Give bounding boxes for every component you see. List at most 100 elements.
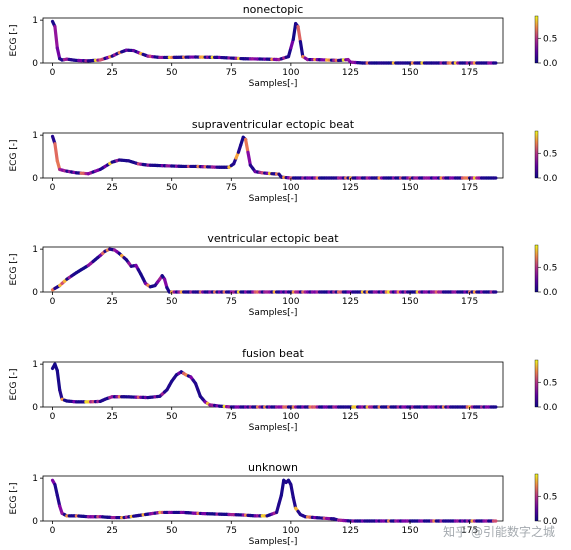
chart-panel-3: ventricular ectopic beat 0 25 50 75 100 125 150…	[9, 232, 558, 318]
x-tick-label: 100	[282, 412, 299, 422]
colorbar-tick-label: 0.0	[543, 59, 558, 69]
x-tick-label: 125	[342, 297, 359, 307]
x-tick-label: 75	[226, 412, 237, 422]
y-axis-label: ECG [-]	[9, 253, 19, 285]
chart-title: supraventricular ectopic beat	[192, 118, 355, 131]
line-segment	[279, 478, 286, 497]
line-segment	[55, 368, 62, 392]
colorbar-tick-label: 0.5	[543, 378, 557, 388]
x-tick-label: 0	[50, 297, 56, 307]
x-tick-label: 75	[226, 68, 237, 78]
line-segment	[291, 21, 298, 42]
colorbar	[534, 359, 539, 408]
x-axis-label: Samples[-]	[249, 537, 298, 547]
y-tick-label: 0	[32, 403, 38, 413]
series-line	[50, 19, 498, 65]
y-tick-label: 0	[32, 59, 38, 69]
y-tick-label: 0	[32, 288, 38, 298]
chart-title: ventricular ectopic beat	[207, 232, 339, 245]
chart-title: fusion beat	[242, 347, 304, 360]
colorbar-tick-label: 0.0	[543, 174, 558, 184]
colorbar-tick-label: 0.0	[543, 403, 558, 413]
series-line	[50, 362, 498, 409]
y-tick-label: 1	[32, 360, 38, 370]
y-tick-label: 0	[32, 517, 38, 527]
y-axis-label: ECG [-]	[9, 139, 19, 171]
line-segment	[53, 482, 59, 497]
x-tick-label: 25	[106, 183, 117, 193]
line-segment	[298, 39, 305, 59]
chart-panel-4: fusion beat 0 25 50 75 100 125 150 175 0 1 Samples[…	[9, 347, 558, 433]
chart-panel-1: nonectopic 0 25 50 75 100 125 150 175 0 1 Samples[-…	[9, 3, 558, 89]
x-tick-label: 100	[282, 68, 299, 78]
series-line	[50, 134, 498, 180]
colorbar	[534, 15, 539, 64]
x-axis-label: Samples[-]	[249, 423, 298, 433]
x-tick-label: 125	[342, 526, 359, 536]
series-line	[50, 247, 498, 294]
x-axis-label: Samples[-]	[249, 308, 298, 318]
x-tick-label: 75	[226, 183, 237, 193]
line-segment	[289, 482, 295, 500]
chart-title: unknown	[248, 461, 298, 474]
x-tick-label: 150	[401, 68, 418, 78]
x-tick-label: 75	[226, 526, 237, 536]
line-segment	[55, 46, 62, 61]
axes-frame	[42, 361, 504, 408]
x-tick-label: 125	[342, 412, 359, 422]
line-segment	[53, 142, 59, 163]
x-tick-label: 50	[166, 183, 178, 193]
x-tick-label: 0	[50, 412, 56, 422]
chart-panel-5: unknown 0 25 50 75 100 125 150 175 0 1 Samples[-] EC…	[9, 461, 558, 547]
x-tick-label: 50	[166, 412, 178, 422]
x-tick-label: 175	[461, 412, 478, 422]
x-tick-label: 175	[461, 68, 478, 78]
axes-frame	[42, 475, 504, 522]
y-tick-label: 1	[32, 245, 38, 255]
chart-title: nonectopic	[243, 3, 304, 16]
x-tick-label: 25	[106, 297, 117, 307]
x-tick-label: 175	[461, 183, 478, 193]
y-tick-label: 1	[32, 474, 38, 484]
line-segment	[243, 137, 250, 154]
x-tick-label: 50	[166, 297, 178, 307]
x-axis-label: Samples[-]	[249, 79, 298, 89]
x-tick-label: 75	[226, 297, 237, 307]
x-tick-label: 25	[106, 526, 117, 536]
x-tick-label: 50	[166, 68, 178, 78]
line-segment	[291, 495, 298, 510]
x-tick-label: 100	[282, 526, 299, 536]
x-tick-label: 25	[106, 68, 117, 78]
line-segment	[53, 24, 59, 50]
y-axis-label: ECG [-]	[9, 482, 19, 514]
y-axis-label: ECG [-]	[9, 368, 19, 400]
x-tick-label: 50	[166, 526, 178, 536]
colorbar	[534, 130, 539, 179]
colorbar-tick-label: 0.0	[543, 517, 558, 527]
x-tick-label: 25	[106, 412, 117, 422]
line-segment	[246, 150, 252, 167]
colorbar-tick-label: 0.0	[543, 288, 558, 298]
x-tick-label: 0	[50, 183, 56, 193]
y-tick-label: 0	[32, 174, 38, 184]
axes-frame	[42, 132, 504, 179]
x-tick-label: 150	[401, 526, 418, 536]
watermark: 知乎 @引能数字之城	[443, 525, 555, 539]
x-tick-label: 100	[282, 183, 299, 193]
x-tick-label: 175	[461, 526, 478, 536]
chart-panel-2: supraventricular ectopic beat 0 25 50 75 100 1…	[9, 118, 558, 204]
colorbar-tick-label: 0.5	[543, 263, 557, 273]
y-axis-label: ECG [-]	[9, 24, 19, 56]
line-segment	[55, 493, 62, 508]
colorbar	[534, 473, 539, 522]
series-line	[50, 478, 498, 523]
x-tick-label: 0	[50, 526, 56, 536]
x-tick-label: 150	[401, 183, 418, 193]
x-tick-label: 175	[461, 297, 478, 307]
x-tick-label: 125	[342, 183, 359, 193]
line-segment	[296, 24, 303, 44]
x-axis-label: Samples[-]	[249, 194, 298, 204]
x-tick-label: 150	[401, 297, 418, 307]
line-segment	[58, 388, 64, 401]
